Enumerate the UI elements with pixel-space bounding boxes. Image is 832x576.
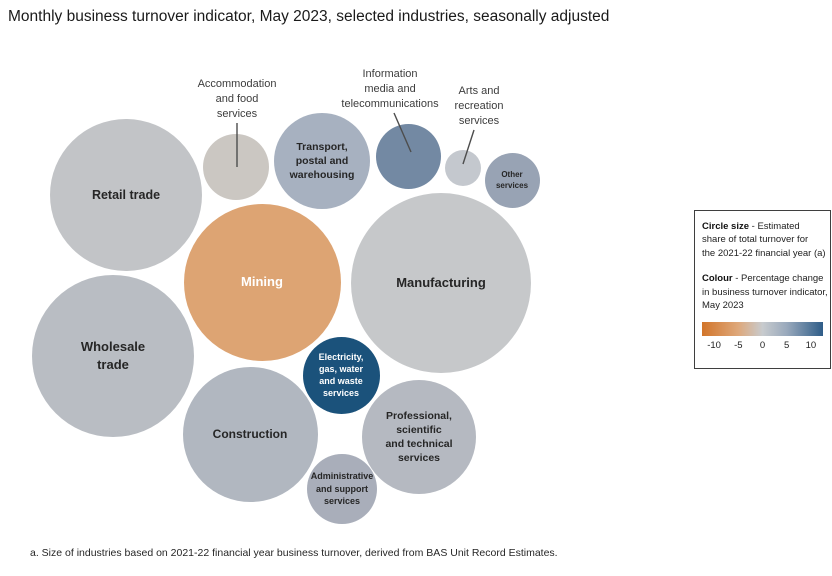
bubble-transport-postal-and-warehousing: Transport, postal and warehousing <box>274 113 370 209</box>
bubble-label-administrative-and-support-services: Administrative and support services <box>310 471 374 507</box>
bubble-label-construction: Construction <box>212 426 288 441</box>
bubble-electricity-gas-water-and-waste-services: Electricity, gas, water and waste services <box>302 336 380 414</box>
legend-tick: 5 <box>784 340 790 352</box>
bubble-administrative-and-support-services: Administrative and support services <box>307 454 377 524</box>
bubble-label-retail-trade: Retail trade <box>91 188 161 202</box>
legend-spacer <box>702 260 823 272</box>
bubble-manufacturing: Manufacturing <box>351 193 531 373</box>
bubble-label-professional-scientific-and-technical-services: Professional, scientific and technical serv… <box>385 410 453 464</box>
legend-size-text: Circle size - Estimated share of total tu… <box>702 221 826 259</box>
bubble-arts-and-recreation-services <box>445 150 481 186</box>
bubble-information-media-and-telecommunications <box>375 123 441 189</box>
bubble-label-other-services: Other services <box>495 170 529 190</box>
bubble-professional-scientific-and-technical-services: Professional, scientific and technical serv… <box>362 380 476 494</box>
legend-box: Circle size - Estimated share of total tu… <box>694 210 831 369</box>
legend-tick: 10 <box>805 340 817 352</box>
bubble-other-services: Other services <box>484 152 540 208</box>
legend-gradient-bar <box>702 322 823 337</box>
bubble-accommodation-and-food-services <box>203 134 269 200</box>
bubble-retail-trade: Retail trade <box>50 119 202 271</box>
bubble-label-wholesale-trade: Wholesale trade <box>80 339 146 372</box>
bubble-label-transport-postal-and-warehousing: Transport, postal and warehousing <box>289 141 355 181</box>
external-label-information-media-and-telecommunications: Information media and telecommunications <box>341 68 439 110</box>
chart-title: Monthly business turnover indicator, May… <box>8 8 610 25</box>
bubble-mining: Mining <box>183 203 341 361</box>
footnote: a. Size of industries based on 2021-22 f… <box>30 547 558 559</box>
bubble-label-manufacturing: Manufacturing <box>396 275 486 290</box>
bubble-label-electricity-gas-water-and-waste-services: Electricity, gas, water and waste services <box>318 352 364 398</box>
bubble-construction: Construction <box>182 366 318 502</box>
legend-color-text: Colour - Percentage change in business tu… <box>702 273 828 312</box>
external-label-arts-and-recreation-services: Arts and recreation services <box>454 85 504 127</box>
legend-tick: 0 <box>759 340 766 352</box>
legend-ticks: -10 -5 0 5 10 <box>702 340 823 354</box>
external-label-accommodation-and-food-services: Accommodation and food services <box>197 78 277 120</box>
bubble-wholesale-trade: Wholesale trade <box>32 275 194 437</box>
bubble-label-mining: Mining <box>241 274 283 289</box>
legend-tick: -10 <box>707 340 721 352</box>
legend-tick: -5 <box>734 340 743 352</box>
